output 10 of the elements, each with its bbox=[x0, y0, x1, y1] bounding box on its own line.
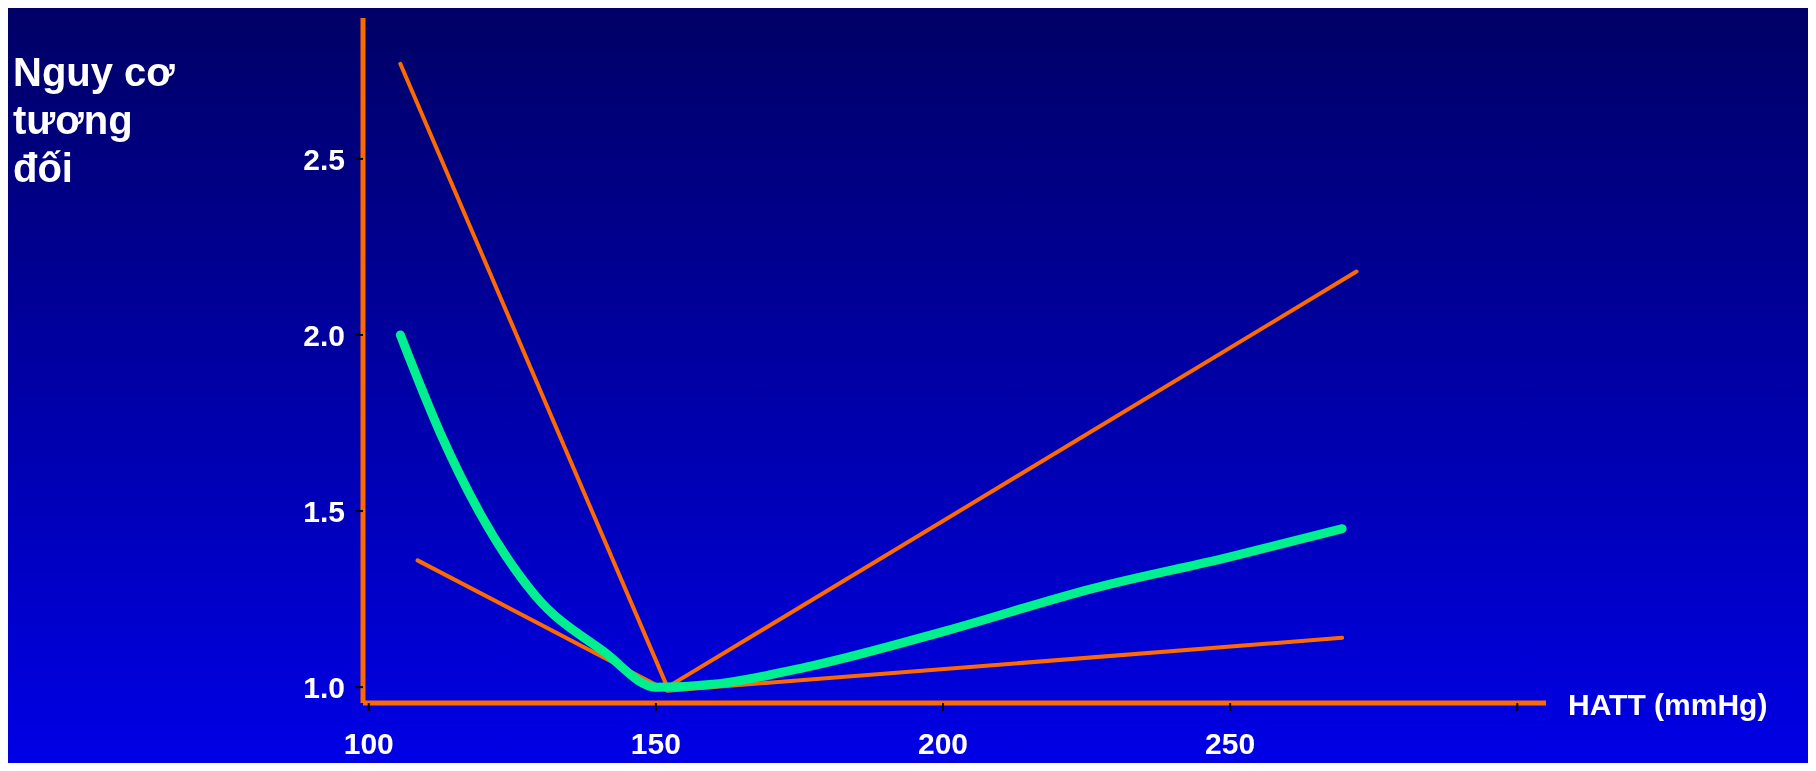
y-tick-label: 2.0 bbox=[303, 318, 345, 352]
y-tick-label: 1.5 bbox=[303, 494, 345, 528]
y-axis-title: Nguy cơ tương đối bbox=[13, 49, 176, 192]
x-tick-label: 200 bbox=[917, 727, 969, 761]
x-tick-label: 250 bbox=[1205, 727, 1256, 761]
x-tick-label: 100 bbox=[343, 727, 394, 761]
x-tick-label: 150 bbox=[630, 727, 681, 761]
x-axis-title: HATT (mmHg) bbox=[1568, 688, 1768, 722]
y-tick-label: 1.0 bbox=[303, 670, 345, 704]
y-tick-label: 2.5 bbox=[303, 142, 345, 176]
